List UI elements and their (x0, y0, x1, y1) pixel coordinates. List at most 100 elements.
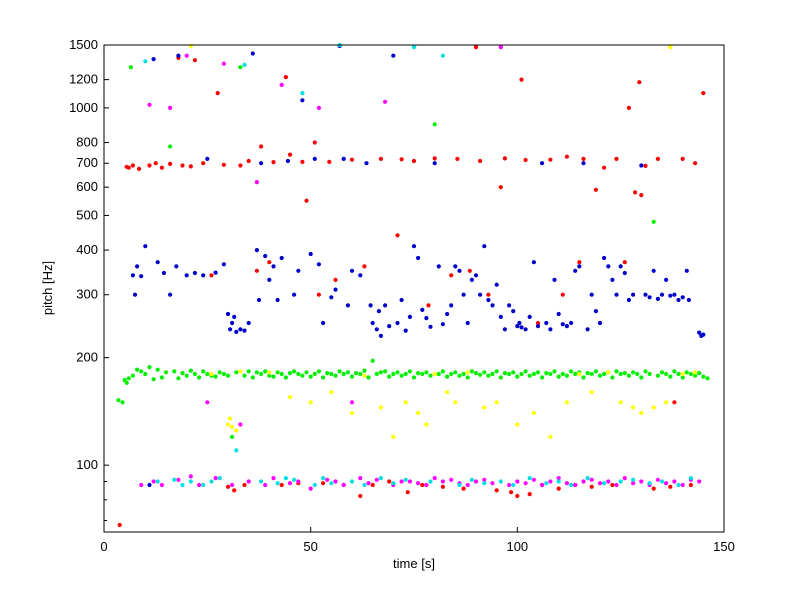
data-point (354, 371, 359, 376)
data-point (424, 316, 429, 321)
data-point (242, 328, 247, 333)
data-point (420, 307, 425, 312)
data-point (292, 477, 297, 482)
data-point (515, 493, 520, 499)
data-point (643, 163, 648, 168)
data-point (370, 320, 375, 326)
data-point (259, 479, 264, 484)
data-point (440, 322, 445, 327)
data-point (606, 264, 611, 269)
data-point (659, 370, 665, 375)
data-point (130, 273, 135, 278)
data-point (333, 287, 338, 292)
data-point (467, 268, 472, 273)
data-point (391, 53, 396, 58)
axis-ticks: 0 50 100 150 100 200 300 400 500 600 700 800 1000 120… (69, 37, 735, 554)
data-point (643, 369, 648, 374)
data-point (494, 400, 499, 405)
data-point (697, 479, 702, 484)
data-point (349, 157, 355, 162)
data-point (399, 373, 404, 378)
data-point (664, 277, 669, 282)
x-tick-label: 150 (713, 539, 735, 554)
data-point (358, 476, 363, 481)
data-point (465, 320, 470, 326)
data-point (548, 371, 553, 377)
data-point (498, 314, 503, 319)
data-point (358, 493, 363, 499)
data-point (610, 277, 615, 282)
data-point (655, 477, 661, 482)
data-point (420, 371, 425, 377)
data-point (285, 158, 290, 164)
data-point (254, 180, 259, 185)
data-point (461, 486, 466, 491)
data-point (221, 162, 226, 167)
data-point (602, 255, 607, 261)
data-point (368, 303, 373, 308)
data-point (494, 488, 499, 493)
data-point (176, 477, 181, 482)
data-point (279, 82, 284, 87)
data-point (486, 297, 491, 303)
x-tick-label: 0 (100, 539, 107, 554)
data-point (602, 481, 607, 486)
data-point (378, 476, 383, 481)
x-axis-label: time [s] (393, 556, 435, 571)
data-point (321, 375, 326, 380)
y-tick-label: 1200 (69, 72, 98, 87)
data-point (428, 373, 433, 378)
data-point (197, 375, 202, 380)
data-point (254, 248, 259, 253)
data-point (130, 373, 135, 378)
data-point (221, 371, 226, 377)
data-point (378, 156, 383, 161)
data-point (531, 477, 537, 482)
data-point (581, 161, 586, 166)
data-point (225, 484, 231, 489)
data-point (159, 482, 164, 488)
data-point (366, 481, 371, 486)
data-point (420, 482, 425, 488)
data-point (631, 370, 636, 375)
data-point (569, 482, 574, 488)
data-point (201, 161, 206, 166)
data-point (225, 373, 231, 378)
data-point (502, 327, 507, 332)
data-point (457, 268, 462, 273)
data-point (573, 482, 578, 488)
data-point (370, 358, 375, 363)
data-point (523, 369, 528, 374)
data-point (515, 479, 520, 484)
data-point (486, 292, 491, 297)
data-point (436, 371, 441, 377)
data-point (449, 371, 454, 377)
data-point (399, 297, 404, 303)
data-point (358, 371, 363, 377)
data-point (585, 371, 590, 376)
data-point (626, 105, 632, 110)
data-point (250, 51, 255, 56)
data-point (221, 262, 226, 267)
data-point (540, 375, 545, 380)
data-point (316, 105, 321, 110)
data-point (329, 390, 334, 395)
data-point (188, 164, 193, 169)
data-point (655, 156, 661, 161)
data-point (519, 371, 524, 377)
data-point (238, 422, 243, 427)
data-point (124, 380, 129, 385)
data-point (453, 370, 458, 375)
data-point (395, 370, 400, 375)
data-point (147, 102, 152, 107)
data-point (445, 390, 450, 395)
data-point (426, 303, 431, 308)
data-point (117, 522, 122, 528)
data-point (577, 371, 582, 377)
data-point (201, 369, 206, 374)
data-point (275, 297, 280, 303)
y-tick-label: 1000 (69, 100, 98, 115)
data-point (329, 371, 334, 377)
data-point (267, 373, 272, 378)
data-point (564, 324, 570, 329)
